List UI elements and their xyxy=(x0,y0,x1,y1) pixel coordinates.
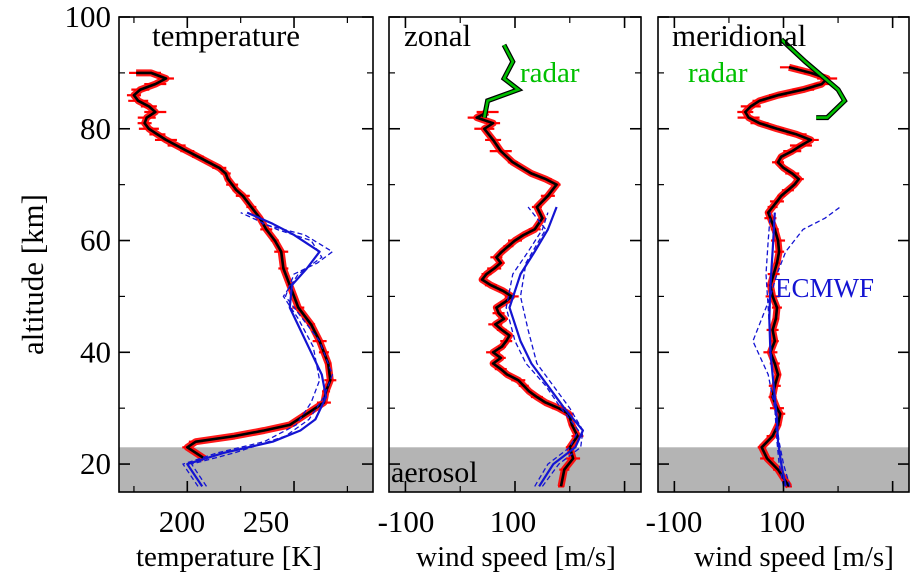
panel-title: zonal xyxy=(404,18,471,53)
y-tick-label: 60 xyxy=(80,223,111,258)
aerosol-label: aerosol xyxy=(391,456,478,489)
ecmwf-dashed-line xyxy=(181,212,323,487)
panel-temperature xyxy=(126,69,337,488)
panel-title: meridional xyxy=(672,18,806,53)
x-tick-label: -100 xyxy=(378,504,435,539)
x-tick-label: 100 xyxy=(759,504,806,539)
radar-line xyxy=(483,44,521,118)
radar-outline xyxy=(481,43,524,119)
error-bars xyxy=(126,71,337,460)
x-tick-label: 200 xyxy=(159,504,206,539)
x-tick-label: 250 xyxy=(243,504,290,539)
x-axis-label: temperature [K] xyxy=(136,541,322,573)
y-tick-label: 100 xyxy=(65,0,112,34)
x-tick-label: 100 xyxy=(490,504,537,539)
radar-label: radar xyxy=(688,57,748,89)
y-tick-label: 20 xyxy=(80,446,111,481)
ecmwf-dashed-line xyxy=(190,223,334,487)
lidar-profile-line xyxy=(475,110,579,487)
ecmwf-dashed-line xyxy=(519,206,584,487)
panel-frame xyxy=(118,16,374,493)
y-tick-label: 80 xyxy=(80,111,111,146)
aerosol-band xyxy=(119,447,373,492)
lidar-profile-line xyxy=(132,71,332,460)
panel-zonal xyxy=(467,43,584,488)
ecmwf-dashed-line xyxy=(752,206,841,487)
y-axis-label: altitude [km] xyxy=(15,194,50,355)
radar-label: radar xyxy=(520,57,580,89)
ecmwf-label: ECMWF xyxy=(775,273,874,303)
x-axis-label: wind speed [m/s] xyxy=(694,541,894,573)
panel-meridional xyxy=(737,37,848,489)
panel-title: temperature xyxy=(152,18,300,53)
y-tick-label: 40 xyxy=(80,334,111,369)
ecmwf-line xyxy=(186,211,328,488)
radar-line xyxy=(780,38,847,119)
x-axis-label: wind speed [m/s] xyxy=(416,541,616,573)
lidar-error-envelope xyxy=(130,69,334,462)
ecmwf-dashed-line xyxy=(765,212,785,487)
x-tick-label: -100 xyxy=(646,504,703,539)
ecmwf-line xyxy=(508,206,584,487)
lidar-error-envelope xyxy=(473,108,581,488)
